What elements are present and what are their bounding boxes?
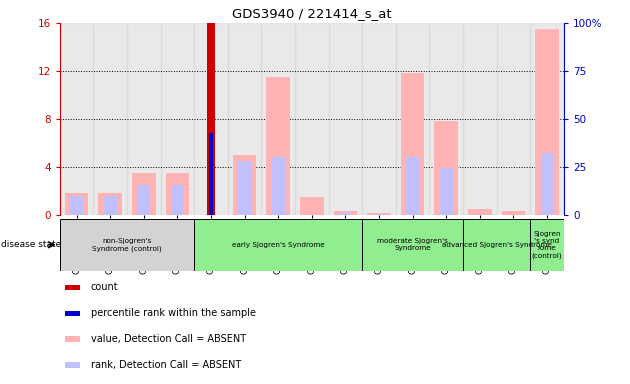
Bar <box>463 219 530 271</box>
Bar <box>70 196 83 215</box>
Bar <box>406 157 419 215</box>
Bar <box>430 23 463 215</box>
Bar <box>266 77 290 215</box>
Bar <box>238 161 251 215</box>
Text: count: count <box>91 282 118 292</box>
Bar <box>65 362 79 368</box>
Bar <box>367 213 391 215</box>
Bar <box>166 173 189 215</box>
Bar <box>171 185 184 215</box>
Bar <box>463 23 496 215</box>
Bar <box>440 168 453 215</box>
Bar <box>435 121 458 215</box>
Bar <box>372 214 386 215</box>
Bar <box>362 219 463 271</box>
Bar <box>536 29 559 215</box>
Bar <box>93 23 127 215</box>
Bar <box>362 23 396 215</box>
Bar <box>194 219 362 271</box>
Bar <box>60 23 93 215</box>
Bar <box>401 73 425 215</box>
Text: moderate Sjogren's
Syndrome: moderate Sjogren's Syndrome <box>377 238 448 251</box>
Bar <box>161 23 194 215</box>
Bar <box>194 23 228 215</box>
Bar <box>300 197 324 215</box>
Text: rank, Detection Call = ABSENT: rank, Detection Call = ABSENT <box>91 360 241 370</box>
Bar <box>468 209 491 215</box>
Text: non-Sjogren's
Syndrome (control): non-Sjogren's Syndrome (control) <box>92 238 162 252</box>
Bar <box>496 23 530 215</box>
Bar <box>209 134 213 215</box>
Bar <box>233 155 256 215</box>
Bar <box>132 173 156 215</box>
Bar <box>541 152 554 215</box>
Bar <box>98 194 122 215</box>
Bar <box>137 185 151 215</box>
Bar <box>104 196 117 215</box>
Bar <box>65 285 79 290</box>
Text: disease state: disease state <box>1 240 61 249</box>
Title: GDS3940 / 221414_s_at: GDS3940 / 221414_s_at <box>232 7 392 20</box>
Bar <box>272 157 285 215</box>
Bar <box>60 219 194 271</box>
Text: early Sjogren's Syndrome: early Sjogren's Syndrome <box>232 242 324 248</box>
Bar <box>261 23 295 215</box>
Bar <box>396 23 430 215</box>
Bar <box>65 311 79 316</box>
Bar <box>65 194 88 215</box>
Bar <box>127 23 161 215</box>
Bar <box>530 23 564 215</box>
Text: value, Detection Call = ABSENT: value, Detection Call = ABSENT <box>91 334 246 344</box>
Bar <box>329 23 362 215</box>
Bar <box>339 213 352 215</box>
Bar <box>65 336 79 342</box>
Text: percentile rank within the sample: percentile rank within the sample <box>91 308 256 318</box>
Bar <box>334 212 357 215</box>
Bar <box>501 212 525 215</box>
Bar <box>207 23 215 215</box>
Text: advanced Sjogren's Syndrome: advanced Sjogren's Syndrome <box>442 242 552 248</box>
Text: Sjogren
's synd
rome
(control): Sjogren 's synd rome (control) <box>532 231 563 258</box>
Bar <box>295 23 329 215</box>
Bar <box>530 219 564 271</box>
Bar <box>228 23 261 215</box>
